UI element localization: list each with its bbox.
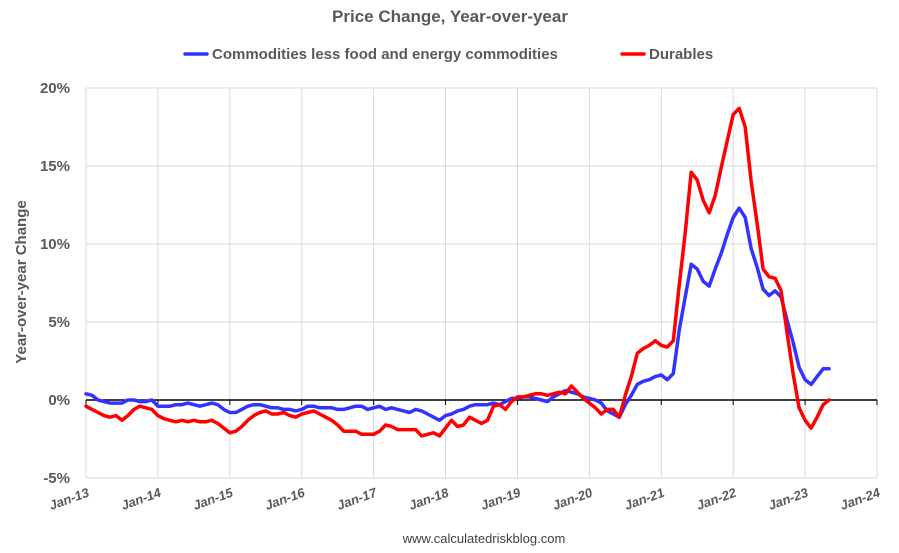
series-lines [84, 106, 831, 438]
y-tick-label: -5% [43, 470, 70, 487]
x-tick-label: Jan-13 [47, 484, 92, 512]
x-tick-label: Jan-23 [766, 484, 811, 512]
x-tick-label: Jan-14 [119, 484, 164, 512]
x-tick-label: Jan-16 [263, 484, 308, 512]
legend: Commodities less food and energy commodi… [183, 46, 713, 63]
x-tick-label: Jan-18 [407, 484, 452, 512]
y-tick-label: 5% [48, 314, 70, 331]
x-tick-label: Jan-21 [622, 485, 666, 513]
footer-source: www.calculatedriskblog.com [402, 531, 566, 546]
legend-label: Durables [649, 46, 713, 63]
x-tick-label: Jan-24 [838, 484, 883, 512]
x-tick-label: Jan-17 [335, 484, 380, 512]
series-line-durables [84, 106, 831, 438]
y-tick-label: 20% [40, 80, 70, 97]
y-axis-label: Year-over-year Change [13, 200, 30, 363]
chart-title: Price Change, Year-over-year [332, 7, 568, 26]
y-axis-ticks: -5% 0% 5% 10% 15% 20% [40, 80, 70, 487]
x-tick-label: Jan-20 [551, 484, 596, 512]
legend-label: Commodities less food and energy commodi… [212, 46, 558, 63]
y-tick-label: 0% [48, 392, 70, 409]
x-tick-label: Jan-19 [479, 484, 524, 512]
x-tick-label: Jan-15 [191, 484, 236, 512]
y-tick-label: 10% [40, 236, 70, 253]
x-tick-label: Jan-22 [694, 484, 739, 512]
gridlines [85, 87, 878, 479]
series-line-core-commodities [84, 206, 831, 423]
y-tick-label: 15% [40, 158, 70, 175]
x-axis-ticks: Jan-13 Jan-14 Jan-15 Jan-16 Jan-17 Jan-18 Jan-… [47, 484, 883, 512]
